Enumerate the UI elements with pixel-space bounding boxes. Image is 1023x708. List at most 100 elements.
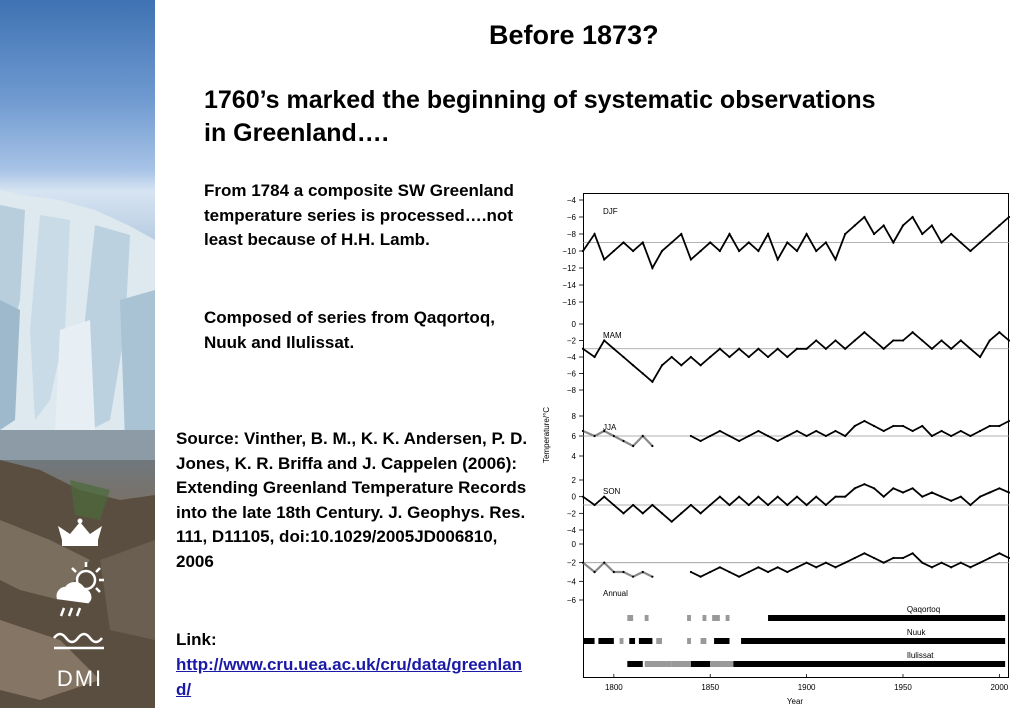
data-point-son: [641, 512, 644, 515]
data-point-jja: [921, 424, 924, 428]
coverage-bar-ilulissat: [710, 661, 734, 667]
data-point-djf: [670, 241, 673, 244]
data-point-jja: [940, 429, 943, 433]
coverage-bar-ilulissat: [733, 661, 1006, 667]
data-point-annual: [834, 566, 837, 569]
data-point-son: [882, 495, 885, 498]
source-link[interactable]: http://www.cru.uea.ac.uk/cru/data/greenl…: [176, 655, 523, 699]
data-point-annual: [824, 561, 827, 564]
data-point-mam: [795, 347, 799, 350]
data-point-djf: [892, 241, 895, 244]
data-point-annual: [622, 570, 625, 574]
data-point-annual: [612, 570, 615, 574]
data-point-annual: [718, 566, 721, 569]
panel-label-djf: DJF: [603, 207, 618, 216]
data-point-jja: [709, 434, 712, 438]
data-point-jja: [738, 439, 741, 443]
data-point-jja: [959, 429, 962, 433]
data-point-jja: [911, 429, 914, 433]
data-point-annual: [632, 575, 635, 578]
coverage-bar-nuuk: [583, 638, 595, 644]
data-point-annual: [882, 561, 885, 564]
data-point-annual: [786, 570, 789, 574]
data-point-djf: [1007, 215, 1011, 219]
data-point-djf: [959, 241, 962, 244]
data-point-djf: [988, 232, 991, 236]
data-point-annual: [978, 561, 982, 564]
series-line-jja: [582, 429, 654, 448]
data-point-djf: [930, 224, 933, 227]
coverage-bar-qaqortoq: [712, 615, 720, 621]
data-point-jja: [718, 429, 721, 433]
composite-series-paragraph: From 1784 a composite SW Greenland tempe…: [204, 181, 514, 249]
coverage-bar-qaqortoq: [725, 615, 730, 621]
data-point-son: [940, 495, 943, 498]
data-point-jja: [950, 434, 953, 438]
dmi-logo: DMI: [53, 518, 104, 691]
y-tick-label-jja: 4: [572, 452, 577, 461]
series-line-mam: [582, 331, 1010, 384]
data-point-djf: [660, 249, 664, 253]
data-point-son: [612, 503, 615, 507]
data-point-son: [738, 495, 741, 498]
coverage-bar-nuuk: [700, 638, 707, 644]
glacier-photo: DMI: [0, 0, 155, 708]
data-point-djf: [603, 258, 606, 261]
data-point-mam: [969, 347, 972, 350]
data-point-djf: [766, 232, 770, 236]
data-point-mam: [901, 339, 905, 342]
data-point-djf: [969, 249, 972, 253]
data-point-jja: [882, 429, 885, 433]
data-point-jja: [988, 424, 991, 428]
data-point-son: [670, 520, 673, 523]
data-point-jja: [901, 424, 905, 428]
coverage-bar-nuuk: [638, 638, 653, 644]
data-point-son: [766, 503, 770, 507]
data-point-mam: [805, 347, 808, 350]
data-point-mam: [757, 347, 760, 350]
data-point-annual: [863, 552, 866, 555]
data-point-annual: [776, 566, 779, 569]
data-point-son: [844, 495, 847, 498]
data-point-annual: [921, 561, 924, 564]
series-line-jja: [690, 419, 1010, 443]
data-point-annual: [988, 556, 991, 560]
data-point-mam: [670, 355, 673, 359]
data-point-mam: [834, 339, 837, 342]
data-point-mam: [988, 339, 991, 342]
data-point-jja: [593, 434, 596, 438]
coverage-bar-nuuk: [687, 638, 691, 644]
data-point-son: [757, 495, 760, 498]
data-point-jja: [747, 434, 750, 438]
y-tick-label-mam: 0: [572, 320, 577, 329]
data-point-djf: [699, 249, 702, 253]
data-point-djf: [805, 232, 808, 236]
x-tick-label: 1850: [701, 683, 719, 692]
data-point-djf: [844, 232, 847, 236]
data-point-son: [689, 503, 693, 507]
data-point-son: [853, 487, 856, 490]
data-point-son: [1007, 491, 1011, 494]
y-tick-label-jja: 8: [572, 412, 577, 421]
coverage-bar-ilulissat: [627, 661, 643, 667]
coverage-bar-nuuk: [629, 638, 636, 644]
data-point-son: [718, 495, 721, 498]
data-point-annual: [757, 566, 760, 569]
data-point-jja: [766, 434, 770, 438]
data-point-annual: [959, 561, 962, 564]
data-point-son: [998, 487, 1001, 490]
data-point-annual: [805, 561, 808, 564]
temperature-chart: Temperature/°C Year −4 −6 −8 −10 −12 −14 −16 DJ…: [542, 196, 1011, 706]
crown-icon: [58, 518, 102, 546]
data-point-mam: [718, 347, 721, 350]
data-point-mam: [603, 339, 606, 342]
coverage-bar-ilulissat: [644, 661, 672, 667]
data-point-mam: [940, 339, 943, 342]
data-point-annual: [1007, 556, 1011, 560]
data-point-djf: [824, 241, 827, 244]
coverage-bar-nuuk: [656, 638, 663, 644]
data-point-annual: [853, 556, 856, 560]
sun-cloud-rain-icon: [56, 562, 104, 617]
data-point-jja: [651, 444, 654, 448]
data-point-son: [959, 495, 962, 498]
